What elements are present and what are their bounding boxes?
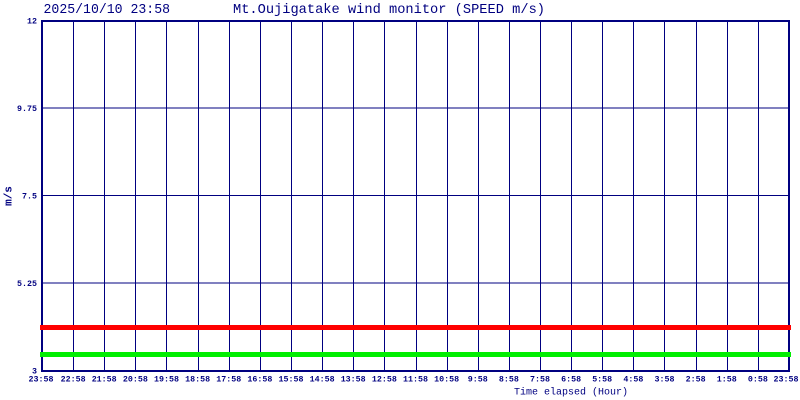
svg-text:3: 3 xyxy=(32,366,37,376)
svg-text:3:58: 3:58 xyxy=(655,375,675,385)
svg-text:5:58: 5:58 xyxy=(592,375,612,385)
svg-text:21:58: 21:58 xyxy=(92,375,117,385)
svg-text:12: 12 xyxy=(27,16,37,26)
svg-text:Mt.Oujigatake wind monitor (SP: Mt.Oujigatake wind monitor (SPEED m/s) xyxy=(233,2,545,18)
svg-text:5.25: 5.25 xyxy=(17,279,37,289)
svg-text:2:58: 2:58 xyxy=(686,375,706,385)
svg-text:7.5: 7.5 xyxy=(22,191,37,201)
svg-text:7:58: 7:58 xyxy=(530,375,550,385)
svg-text:11:58: 11:58 xyxy=(403,375,428,385)
svg-text:23:58: 23:58 xyxy=(29,375,54,385)
svg-text:4:58: 4:58 xyxy=(623,375,643,385)
svg-text:6:58: 6:58 xyxy=(561,375,581,385)
svg-text:13:58: 13:58 xyxy=(341,375,366,385)
svg-text:9:58: 9:58 xyxy=(468,375,488,385)
svg-text:22:58: 22:58 xyxy=(61,375,86,385)
svg-text:2025/10/10 23:58: 2025/10/10 23:58 xyxy=(44,2,171,18)
svg-text:17:58: 17:58 xyxy=(216,375,241,385)
svg-text:1:58: 1:58 xyxy=(717,375,737,385)
svg-text:8:58: 8:58 xyxy=(499,375,519,385)
svg-text:10:58: 10:58 xyxy=(434,375,459,385)
svg-text:0:58: 0:58 xyxy=(748,375,768,385)
svg-text:20:58: 20:58 xyxy=(123,375,148,385)
svg-text:12:58: 12:58 xyxy=(372,375,397,385)
svg-text:Time elapsed (Hour): Time elapsed (Hour) xyxy=(514,386,628,398)
svg-text:19:58: 19:58 xyxy=(154,375,179,385)
svg-text:23:58: 23:58 xyxy=(774,375,799,385)
svg-text:15:58: 15:58 xyxy=(279,375,304,385)
svg-text:14:58: 14:58 xyxy=(310,375,335,385)
svg-text:m/s: m/s xyxy=(4,186,16,206)
svg-text:9.75: 9.75 xyxy=(17,104,37,114)
svg-text:18:58: 18:58 xyxy=(185,375,210,385)
svg-text:16:58: 16:58 xyxy=(247,375,272,385)
